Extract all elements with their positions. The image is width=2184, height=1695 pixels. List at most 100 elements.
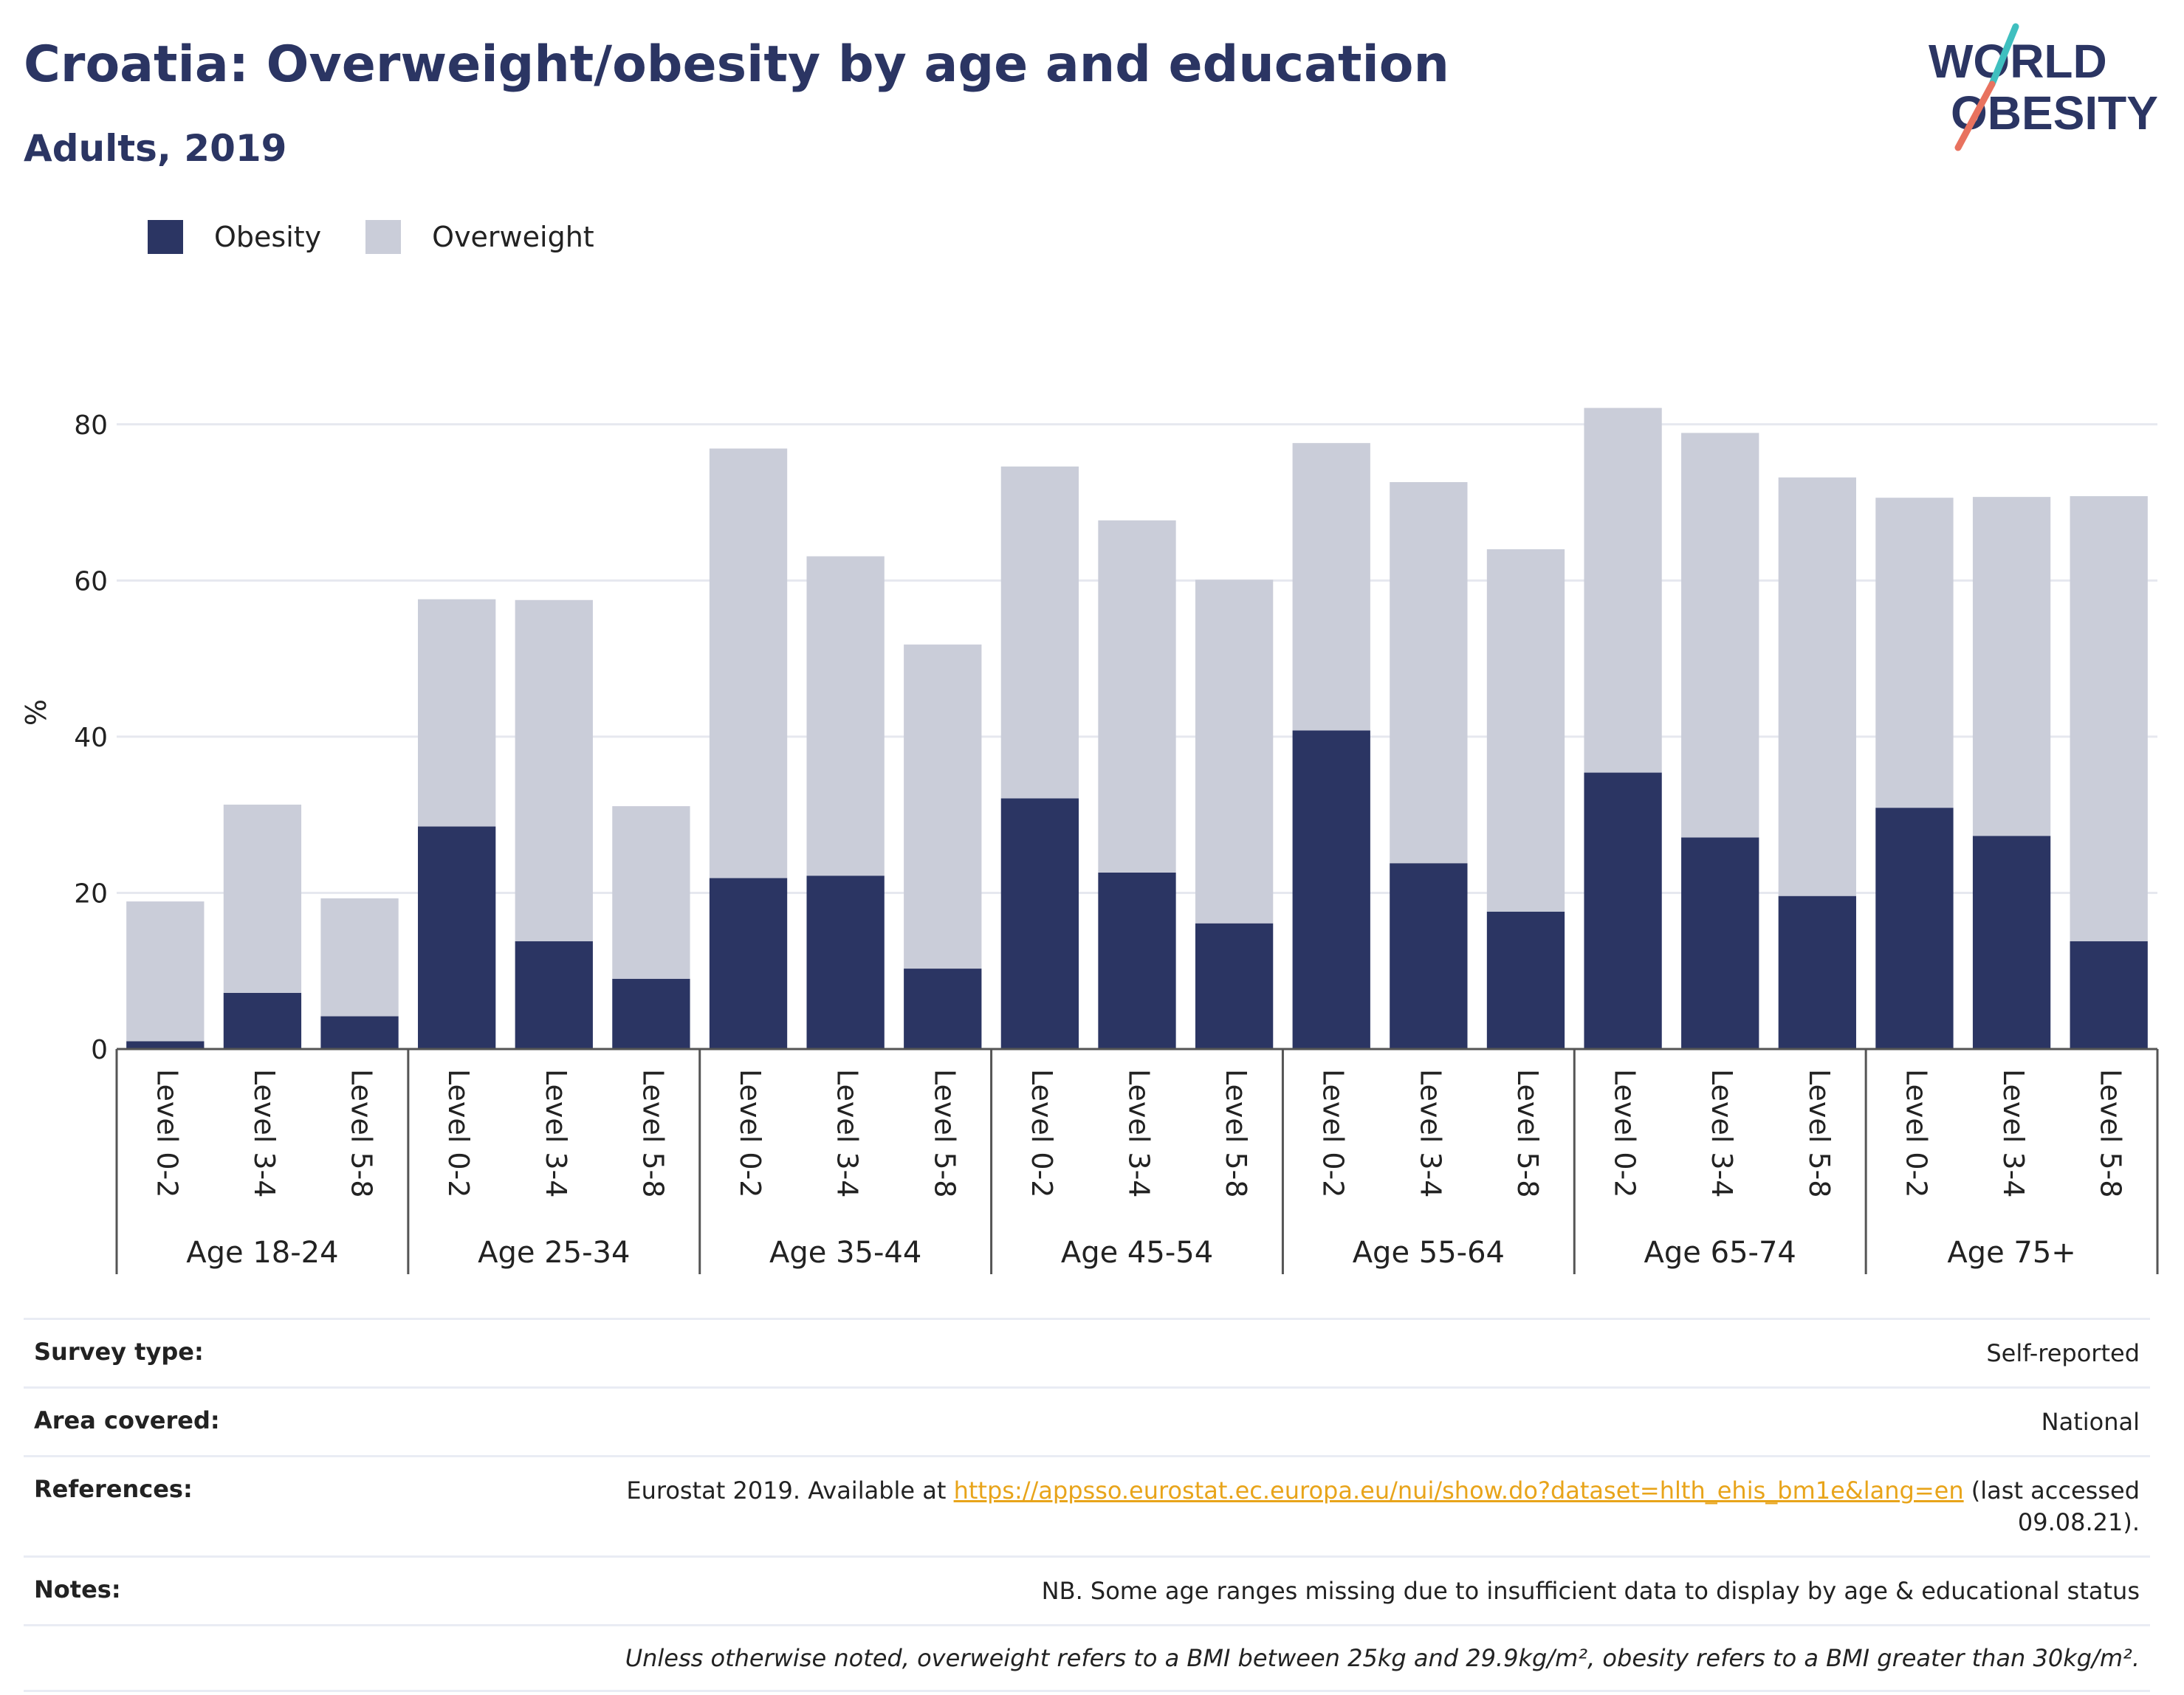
y-tick-label: 20 <box>74 879 108 909</box>
group-label: Age 45-54 <box>1061 1236 1213 1270</box>
x-tick-label: Level 5-8 <box>346 1069 378 1197</box>
overweight-bar <box>515 599 593 942</box>
x-tick-label: Level 3-4 <box>1123 1069 1155 1197</box>
overweight-bar <box>1778 477 1856 896</box>
overweight-bar <box>1486 549 1565 912</box>
references-value: Eurostat 2019. Available at https://apps… <box>626 1475 2140 1537</box>
overweight-bar <box>126 901 205 1042</box>
obesity-bar <box>1486 911 1565 1049</box>
references-suffix-2: 09.08.21). <box>2017 1507 2140 1536</box>
info-row-definition: Unless otherwise noted, overweight refer… <box>24 1624 2150 1690</box>
survey-type-value: Self-reported <box>1986 1339 2140 1367</box>
x-tick-label: Level 3-4 <box>1414 1069 1446 1197</box>
overweight-bar <box>1292 443 1370 731</box>
obesity-bar <box>1681 837 1759 1049</box>
legend-swatch-obesity <box>148 220 183 254</box>
group-label: Age 35-44 <box>769 1236 921 1270</box>
logo-slash-teal <box>1988 23 2019 88</box>
references-label: References: <box>34 1475 193 1504</box>
x-tick-label: Level 0-2 <box>1900 1069 1932 1197</box>
legend-label-overweight: Overweight <box>432 221 594 253</box>
x-tick-label: Level 3-4 <box>540 1069 572 1197</box>
legend-item-obesity[interactable]: Obesity <box>148 220 321 254</box>
x-tick-label: Level 0-2 <box>1609 1069 1641 1197</box>
obesity-bar <box>1098 872 1176 1049</box>
chart-subtitle: Adults, 2019 <box>24 127 287 170</box>
notes-label: Notes: <box>34 1575 121 1603</box>
overweight-bar <box>1195 580 1274 924</box>
chart-legend: Obesity Overweight <box>148 220 639 254</box>
legend-label-obesity: Obesity <box>214 221 322 253</box>
world-obesity-logo: WORLD OBESITY <box>1929 23 2158 151</box>
x-tick-label: Level 5-8 <box>636 1069 669 1197</box>
obesity-bar <box>515 941 593 1049</box>
info-row-area: Area covered: National <box>24 1386 2150 1455</box>
x-tick-label: Level 5-8 <box>1511 1069 1544 1197</box>
overweight-bar <box>806 556 885 876</box>
overweight-bar <box>1972 497 2051 836</box>
obesity-bar <box>2070 941 2148 1049</box>
overweight-bar <box>320 898 399 1017</box>
obesity-bar <box>612 978 690 1049</box>
overweight-bar <box>1875 498 1954 808</box>
obesity-bar <box>320 1016 399 1049</box>
overweight-bar <box>1000 466 1079 799</box>
info-row-notes: Notes: NB. Some age ranges missing due t… <box>24 1555 2150 1624</box>
group-label: Age 55-64 <box>1353 1236 1505 1270</box>
x-tick-label: Level 0-2 <box>734 1069 766 1197</box>
logo-slash-coral <box>1954 80 1996 151</box>
overweight-bar <box>1681 433 1759 838</box>
obesity-bar <box>1390 863 1468 1049</box>
overweight-bar <box>904 644 982 969</box>
overweight-bar <box>223 804 302 993</box>
x-tick-label: Level 5-8 <box>1220 1069 1252 1197</box>
x-tick-label: Level 0-2 <box>442 1069 475 1197</box>
y-tick-label: 80 <box>74 410 108 441</box>
references-suffix: (last accessed <box>1963 1476 2140 1505</box>
group-label: Age 65-74 <box>1644 1236 1796 1270</box>
group-label: Age 18-24 <box>186 1236 338 1270</box>
overweight-bar <box>1390 482 1468 864</box>
obesity-bar <box>1584 772 1662 1049</box>
obesity-bar <box>1778 895 1856 1049</box>
references-link[interactable]: https://appsso.eurostat.ec.europa.eu/nui… <box>953 1476 1964 1505</box>
obesity-bar <box>223 992 302 1049</box>
logo-line-1: WORLD <box>1929 35 2107 88</box>
info-table-bottom-border <box>24 1690 2150 1693</box>
obesity-bar <box>904 969 982 1049</box>
x-tick-label: Level 0-2 <box>151 1069 183 1197</box>
area-covered-value: National <box>2041 1408 2140 1437</box>
chart-title: Croatia: Overweight/obesity by age and e… <box>24 35 1449 94</box>
obesity-bar <box>1875 808 1954 1049</box>
info-table: Survey type: Self-reported Area covered:… <box>24 1318 2150 1693</box>
x-tick-label: Level 3-4 <box>831 1069 864 1197</box>
obesity-bar <box>1000 798 1079 1049</box>
y-tick-label: 40 <box>74 723 108 753</box>
obesity-bar <box>806 876 885 1049</box>
overweight-bar <box>709 448 788 879</box>
overweight-bar <box>2070 496 2148 942</box>
overweight-bar <box>612 806 690 979</box>
group-label: Age 75+ <box>1947 1236 2076 1270</box>
x-tick-label: Level 5-8 <box>928 1069 961 1197</box>
obesity-bar <box>126 1041 205 1049</box>
info-row-survey-type: Survey type: Self-reported <box>24 1318 2150 1386</box>
x-tick-label: Level 5-8 <box>2095 1069 2127 1197</box>
overweight-bar <box>1098 520 1176 873</box>
obesity-bar <box>1972 836 2051 1049</box>
x-tick-label: Level 5-8 <box>1803 1069 1836 1197</box>
obesity-bar <box>1195 923 1274 1049</box>
x-tick-label: Level 3-4 <box>1997 1069 2030 1197</box>
y-tick-label: 0 <box>91 1035 108 1065</box>
x-tick-label: Level 3-4 <box>1706 1069 1738 1197</box>
y-axis-label: % <box>20 699 52 726</box>
obesity-bar <box>709 878 788 1049</box>
obesity-bar <box>1292 730 1370 1049</box>
legend-item-overweight[interactable]: Overweight <box>365 220 594 254</box>
overweight-bar <box>1584 408 1662 773</box>
x-tick-label: Level 3-4 <box>248 1069 281 1197</box>
notes-value: NB. Some age ranges missing due to insuf… <box>1041 1576 2140 1605</box>
group-label: Age 25-34 <box>478 1236 630 1270</box>
x-tick-label: Level 0-2 <box>1026 1069 1058 1197</box>
area-covered-label: Area covered: <box>34 1406 220 1435</box>
